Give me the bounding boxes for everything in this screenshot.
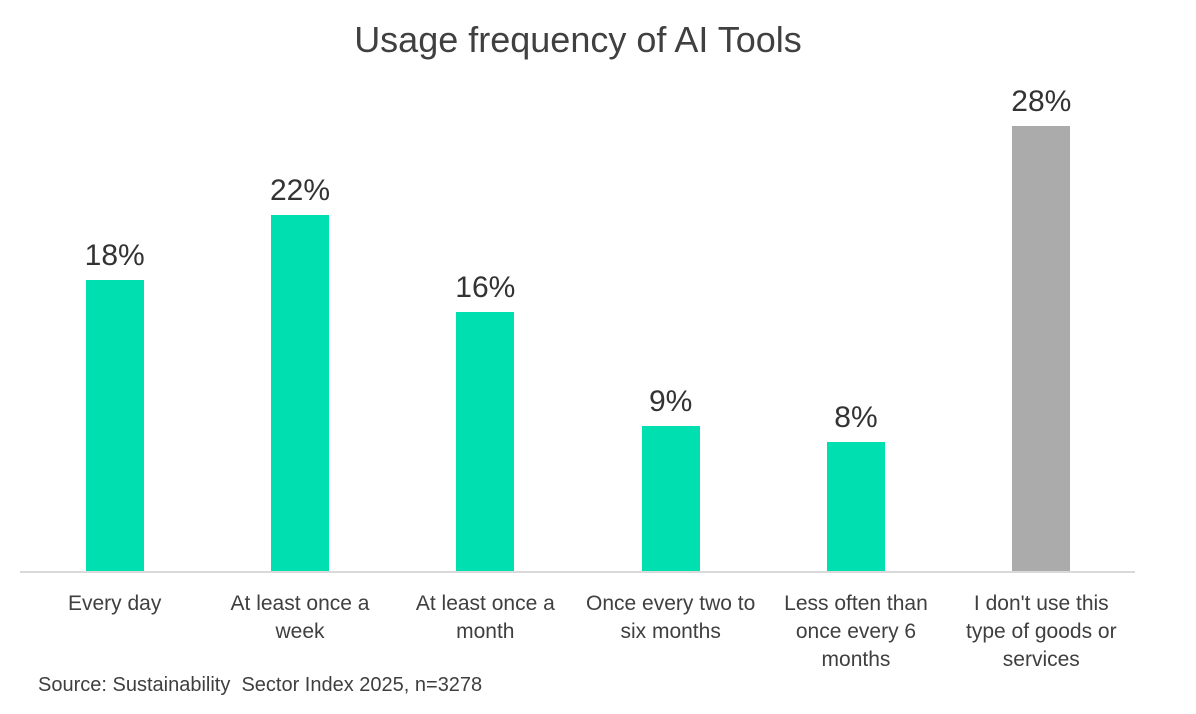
bar-value-label: 22% — [269, 174, 331, 207]
bar-group: 8% — [763, 85, 948, 572]
bar-group: 16% — [393, 85, 578, 572]
category-label: At least once a week — [230, 592, 370, 643]
category-label: Once every two to six months — [586, 592, 756, 643]
category-label: Every day — [67, 592, 162, 615]
bar — [85, 280, 144, 572]
bar-value-label: 28% — [1011, 85, 1072, 118]
bar — [270, 215, 329, 572]
category-label: At least once a month — [415, 592, 555, 643]
category-axis: Every day At least once a week At least … — [22, 590, 1134, 674]
bar-group: 9% — [578, 85, 763, 572]
category-label: Less often than once every 6 months — [784, 592, 928, 671]
bar — [826, 442, 885, 572]
x-axis-line — [20, 571, 1135, 573]
category-label: I don't use this type of goods or servic… — [966, 592, 1117, 671]
bar-value-label: 8% — [834, 401, 878, 434]
bar-value-label: 16% — [455, 271, 516, 304]
chart-title: Usage frequency of AI Tools — [354, 19, 802, 60]
bar — [1012, 126, 1071, 572]
bar-group: 28% — [949, 85, 1134, 572]
bar — [641, 426, 700, 572]
bar-value-label: 18% — [84, 239, 145, 272]
bar-value-label: 9% — [648, 385, 693, 418]
plot-area: 18% 22% 16% 9% 8% 28% — [22, 85, 1134, 572]
bar-group: 22% — [207, 85, 392, 572]
source-note: Source: Sustainability Sector Index 2025… — [38, 674, 483, 696]
bar — [456, 312, 515, 572]
bar-group: 18% — [22, 85, 207, 572]
